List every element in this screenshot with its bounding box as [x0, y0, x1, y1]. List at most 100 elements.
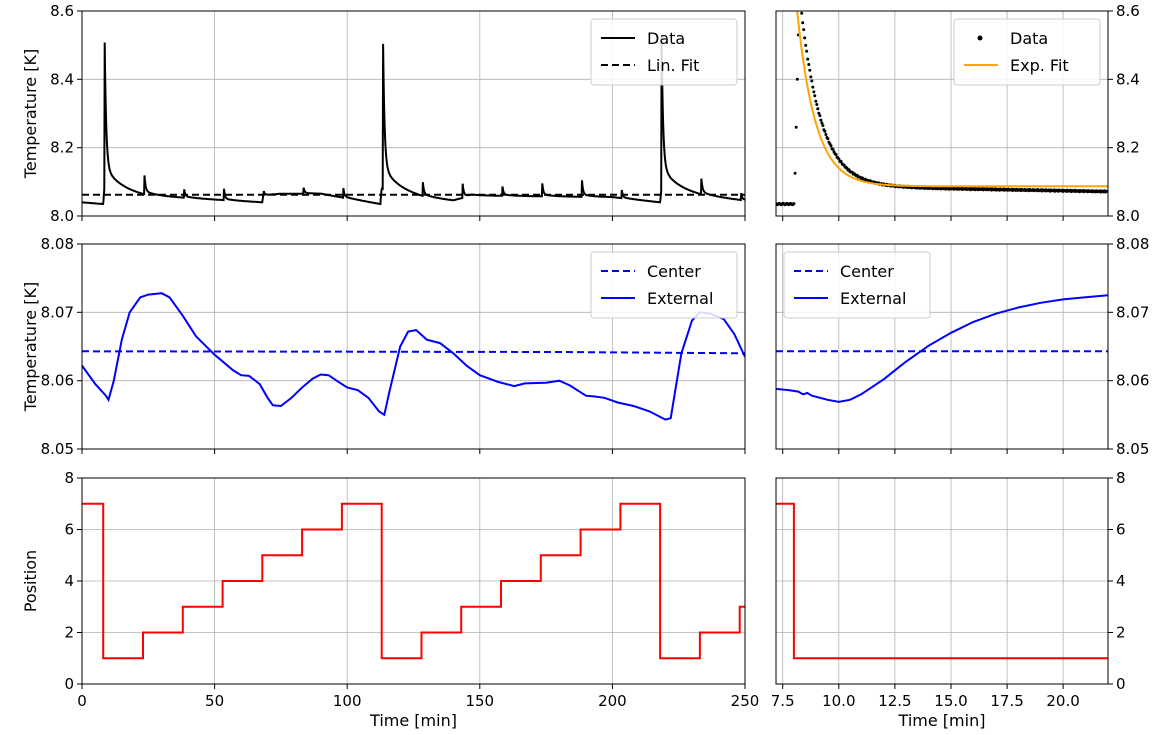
- plot-area: [776, 3, 1108, 207]
- series-data-point: [793, 171, 797, 175]
- x-tick-label: 150: [465, 692, 494, 710]
- y-tick-label: 2: [64, 624, 74, 642]
- plot-area: [776, 502, 1108, 660]
- x-tick-label: 7.5: [771, 692, 795, 710]
- series-data-point: [817, 111, 821, 115]
- y-tick-label: 6: [64, 521, 74, 539]
- legend: Data Lin. Fit: [590, 18, 738, 86]
- y-tick-label: 8.05: [41, 440, 74, 458]
- series-data-point: [808, 68, 812, 72]
- series-data-point: [810, 79, 814, 83]
- x-axis-label: Time [min]: [369, 711, 457, 730]
- series-data-point: [805, 49, 809, 53]
- series-data-point: [819, 118, 823, 122]
- y-tick-label: 8.08: [41, 235, 74, 253]
- legend: Center External: [783, 251, 931, 319]
- legend-data-label: Data: [647, 29, 685, 48]
- y-tick-label: 8.4: [1116, 70, 1140, 88]
- y-tick-label: 8.07: [1116, 303, 1149, 321]
- legend-data-swatch: [977, 35, 983, 41]
- legend-box: [590, 18, 738, 86]
- series-external-line: [82, 292, 745, 421]
- series-data-point: [818, 114, 822, 118]
- series-exp-fit-line: [796, 11, 1108, 188]
- chart-bottom_right: 7.5 10.0 12.5 15.0 17.5 20.0 0 2 4 6 8 Time [min]: [771, 469, 1126, 730]
- y-tick-label: 8.0: [50, 207, 74, 225]
- y-tick-label: 4: [64, 572, 74, 590]
- series-data-point: [800, 11, 804, 15]
- plot-area: [82, 292, 745, 421]
- series-position-line: [776, 502, 1108, 660]
- series-data-point: [820, 121, 824, 125]
- series-data-point: [842, 163, 846, 167]
- y-axis-label: Temperature [K]: [21, 49, 40, 179]
- y-tick-label: 8.6: [50, 2, 74, 20]
- series-data-point: [813, 94, 817, 98]
- y-tick-label: 8: [64, 469, 74, 487]
- series-data-line: [82, 35, 745, 206]
- x-tick-label: 250: [731, 692, 760, 710]
- series-data-point: [799, 3, 802, 6]
- x-tick-label: 0: [77, 692, 87, 710]
- y-tick-label: 6: [1116, 521, 1126, 539]
- series-data-point: [815, 103, 819, 106]
- legend-center-label: Center: [647, 262, 701, 281]
- series-data-point: [809, 75, 813, 79]
- y-tick-label: 8.05: [1116, 440, 1149, 458]
- chart-top_left: 8.0 8.2 8.4 8.6 Temperature [K] Data Lin. Fit: [21, 2, 746, 225]
- y-tick-label: 0: [1116, 675, 1126, 693]
- ticks: 8.05 8.06 8.07 8.08: [41, 235, 746, 458]
- axes-frame: [775, 10, 1109, 217]
- ticks: 8.0 8.2 8.4 8.6: [782, 2, 1140, 225]
- legend-box: [783, 251, 931, 319]
- gridlines: [776, 477, 1108, 685]
- axes-frame: [775, 243, 1109, 450]
- y-tick-label: 8.2: [1116, 139, 1140, 157]
- ticks: 8.05 8.06 8.07 8.08: [782, 235, 1149, 458]
- series-data-point: [807, 63, 811, 66]
- y-tick-label: 8: [1116, 469, 1126, 487]
- legend: Data Exp. Fit: [953, 18, 1101, 86]
- gridlines: [81, 477, 746, 685]
- y-tick-label: 8.6: [1116, 2, 1140, 20]
- series-data-point: [801, 21, 805, 25]
- series-center-line: [82, 350, 745, 355]
- ticks: 0 50 100 150 200 250 0 2 4 6 8: [64, 469, 759, 710]
- series-data-point: [823, 129, 827, 133]
- series-data-point: [811, 85, 815, 89]
- series-data-point: [795, 77, 799, 81]
- chart-mid_left: 8.05 8.06 8.07 8.08 Temperature [K] Center Ext…: [21, 235, 746, 458]
- series-data-point: [816, 107, 820, 111]
- y-tick-label: 8.08: [1116, 235, 1149, 253]
- ticks: 7.5 10.0 12.5 15.0 17.5 20.0 0 2 4 6 8: [771, 469, 1126, 710]
- series-data-point: [803, 36, 807, 40]
- series-data-point: [829, 144, 833, 148]
- plot-area: [776, 294, 1108, 403]
- series-data-point: [804, 43, 808, 47]
- legend-box: [953, 18, 1101, 86]
- axes-frame: [81, 10, 746, 217]
- series-data-point: [794, 125, 798, 129]
- chart-top_right: 8.0 8.2 8.4 8.6 Data Exp. Fit: [775, 2, 1140, 225]
- axes-frame: [81, 243, 746, 450]
- x-tick-label: 50: [205, 692, 224, 710]
- series-data-point: [831, 147, 835, 151]
- series-data-point: [802, 28, 806, 32]
- x-tick-label: 20.0: [1046, 692, 1079, 710]
- x-axis-label: Time [min]: [898, 711, 986, 730]
- y-tick-label: 8.0: [1116, 207, 1140, 225]
- y-tick-label: 8.07: [41, 303, 74, 321]
- plot-area: [82, 35, 745, 206]
- y-tick-label: 8.4: [50, 70, 74, 88]
- chart-bottom_left: 0 50 100 150 200 250 0 2 4 6 8 Time [min] Position: [21, 469, 759, 730]
- series-data-point: [826, 137, 830, 141]
- x-tick-label: 15.0: [934, 692, 967, 710]
- ticks: 8.0 8.2 8.4 8.6: [50, 2, 746, 225]
- series-data-point: [834, 153, 838, 156]
- legend-external-label: External: [840, 289, 906, 308]
- legend-external-label: External: [647, 289, 713, 308]
- y-tick-label: 2: [1116, 624, 1126, 642]
- series-position-line: [82, 502, 745, 660]
- series-data-point: [824, 133, 828, 136]
